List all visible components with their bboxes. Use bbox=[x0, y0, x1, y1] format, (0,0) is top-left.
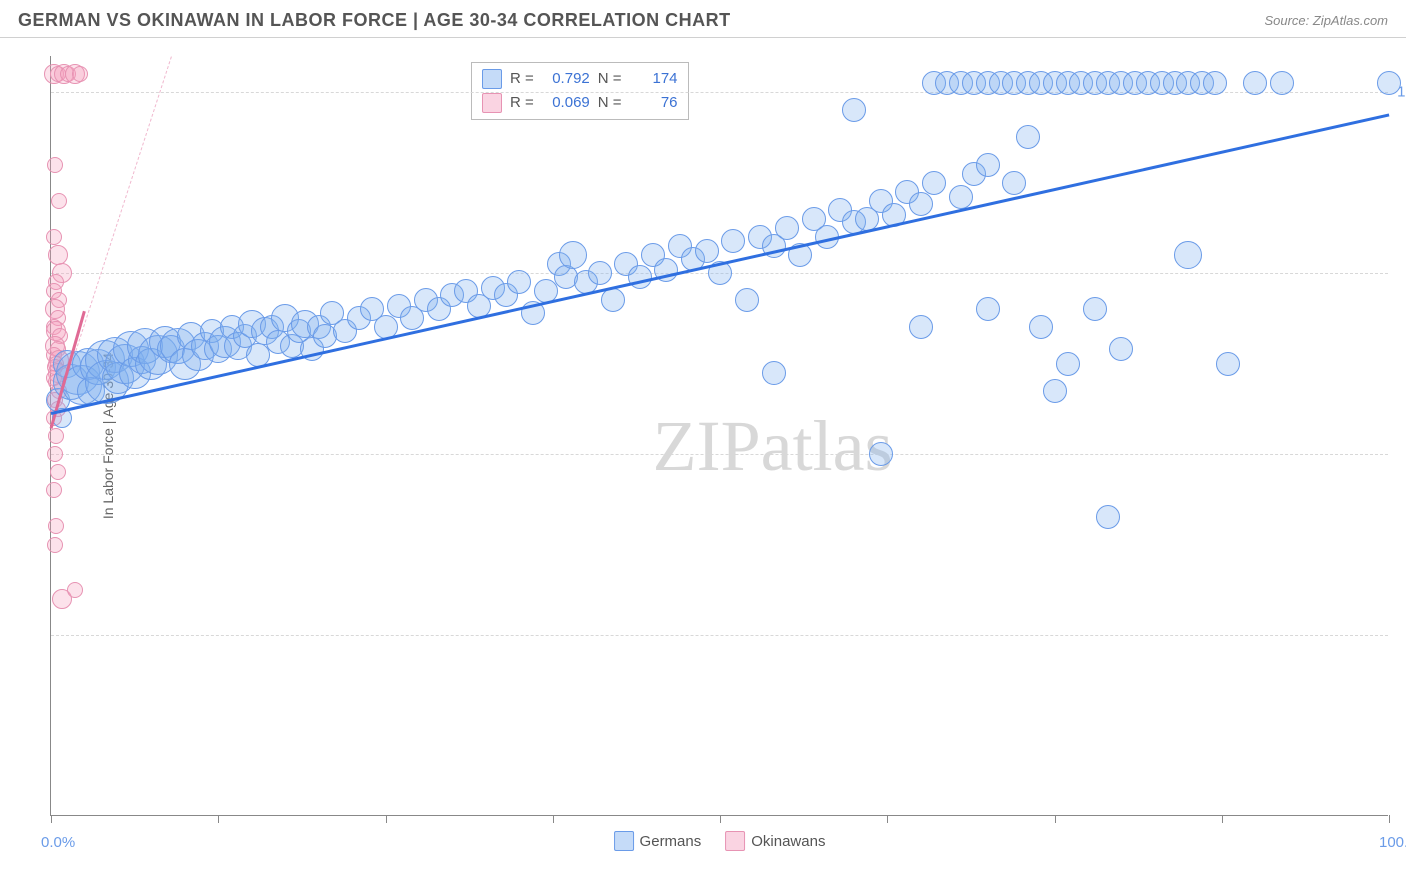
german-point bbox=[601, 288, 625, 312]
german-point bbox=[976, 153, 1000, 177]
okinawan-point bbox=[48, 245, 68, 265]
swatch-okinawans-icon bbox=[725, 831, 745, 851]
stat-n-label: N = bbox=[598, 91, 622, 115]
gridline bbox=[51, 454, 1388, 455]
german-point bbox=[1203, 71, 1227, 95]
x-tick bbox=[1222, 815, 1223, 823]
x-tick bbox=[386, 815, 387, 823]
german-point bbox=[842, 98, 866, 122]
german-point bbox=[949, 185, 973, 209]
german-point bbox=[1002, 171, 1026, 195]
german-point bbox=[695, 239, 719, 263]
legend-label-germans: Germans bbox=[640, 833, 702, 850]
okinawan-point bbox=[48, 518, 64, 534]
legend-germans: Germans bbox=[614, 831, 702, 851]
okinawan-point bbox=[50, 464, 66, 480]
german-point bbox=[588, 261, 612, 285]
x-tick bbox=[51, 815, 52, 823]
stats-row-germans: R = 0.792 N = 174 bbox=[482, 67, 678, 91]
german-point bbox=[909, 192, 933, 216]
german-point bbox=[559, 241, 587, 269]
okinawan-point bbox=[51, 193, 67, 209]
german-point bbox=[1270, 71, 1294, 95]
x-tick bbox=[1389, 815, 1390, 823]
legend-okinawans: Okinawans bbox=[725, 831, 825, 851]
german-point bbox=[1216, 352, 1240, 376]
german-point bbox=[721, 229, 745, 253]
legend-label-okinawans: Okinawans bbox=[751, 833, 825, 850]
german-point bbox=[976, 297, 1000, 321]
german-point bbox=[1096, 505, 1120, 529]
stat-n-okinawans: 76 bbox=[630, 91, 678, 115]
scatter-chart: ZIPatlas In Labor Force | Age 30-34 R = … bbox=[50, 56, 1388, 816]
x-tick bbox=[553, 815, 554, 823]
german-point bbox=[922, 171, 946, 195]
x-tick bbox=[720, 815, 721, 823]
stat-n-germans: 174 bbox=[630, 67, 678, 91]
german-point bbox=[1083, 297, 1107, 321]
x-tick-label: 100.0% bbox=[1379, 834, 1406, 851]
swatch-okinawans bbox=[482, 93, 502, 113]
x-tick bbox=[1055, 815, 1056, 823]
stats-row-okinawans: R = 0.069 N = 76 bbox=[482, 91, 678, 115]
chart-header: GERMAN VS OKINAWAN IN LABOR FORCE | AGE … bbox=[0, 0, 1406, 38]
okinawan-point bbox=[48, 428, 64, 444]
german-point bbox=[1109, 337, 1133, 361]
stat-r-germans: 0.792 bbox=[542, 67, 590, 91]
okinawan-point bbox=[47, 537, 63, 553]
german-point bbox=[1377, 71, 1401, 95]
german-point bbox=[762, 361, 786, 385]
stat-r-label: R = bbox=[510, 67, 534, 91]
german-point bbox=[1029, 315, 1053, 339]
gridline bbox=[51, 635, 1388, 636]
x-tick bbox=[218, 815, 219, 823]
okinawan-point bbox=[67, 582, 83, 598]
stat-n-label: N = bbox=[598, 67, 622, 91]
stat-r-label: R = bbox=[510, 91, 534, 115]
german-point bbox=[869, 442, 893, 466]
chart-title: GERMAN VS OKINAWAN IN LABOR FORCE | AGE … bbox=[18, 10, 731, 31]
x-tick-label: 0.0% bbox=[41, 834, 75, 851]
german-point bbox=[909, 315, 933, 339]
german-point bbox=[1174, 241, 1202, 269]
okinawan-point bbox=[47, 446, 63, 462]
german-point bbox=[1016, 125, 1040, 149]
german-point bbox=[1056, 352, 1080, 376]
okinawan-point bbox=[72, 66, 88, 82]
x-tick bbox=[887, 815, 888, 823]
german-point bbox=[507, 270, 531, 294]
okinawan-point bbox=[46, 229, 62, 245]
german-point bbox=[1043, 379, 1067, 403]
german-point bbox=[1243, 71, 1267, 95]
okinawan-point bbox=[47, 157, 63, 173]
series-legend: Germans Okinawans bbox=[614, 831, 826, 851]
correlation-stats-box: R = 0.792 N = 174 R = 0.069 N = 76 bbox=[471, 62, 689, 120]
german-point bbox=[775, 216, 799, 240]
swatch-germans-icon bbox=[614, 831, 634, 851]
swatch-germans bbox=[482, 69, 502, 89]
stat-r-okinawans: 0.069 bbox=[542, 91, 590, 115]
german-point bbox=[735, 288, 759, 312]
chart-source: Source: ZipAtlas.com bbox=[1264, 13, 1388, 28]
watermark: ZIPatlas bbox=[653, 405, 893, 488]
okinawan-point bbox=[46, 482, 62, 498]
